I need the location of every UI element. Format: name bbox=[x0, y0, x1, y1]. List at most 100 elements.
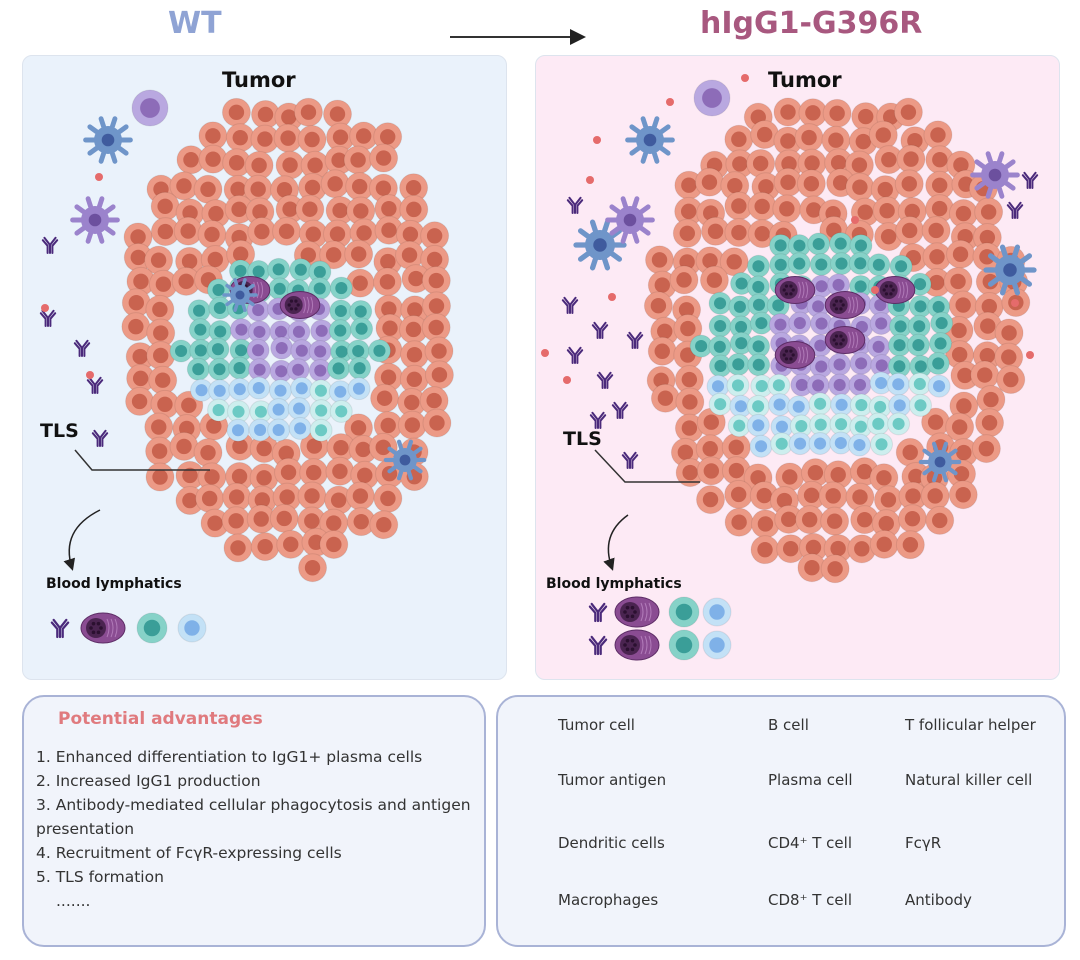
tumor-antigen-icon bbox=[593, 136, 601, 144]
cd8-cell bbox=[347, 377, 371, 401]
tumor-cell bbox=[794, 123, 824, 153]
tumor-cell bbox=[424, 336, 454, 366]
tumor-cell bbox=[821, 125, 851, 155]
tumor-cell bbox=[972, 242, 1002, 272]
cd4-cell bbox=[228, 356, 252, 380]
cd4-cell bbox=[267, 257, 291, 281]
antibody-icon bbox=[596, 371, 614, 389]
cd8-cell bbox=[248, 418, 272, 442]
cd8-cell bbox=[268, 379, 292, 403]
cd4-cell bbox=[929, 331, 953, 355]
cd4-cell bbox=[367, 339, 391, 363]
tumor-cell bbox=[424, 360, 454, 390]
tumor-cell bbox=[145, 294, 175, 324]
b-cell bbox=[810, 312, 834, 336]
cd8-cell bbox=[886, 372, 910, 396]
antibody-icon bbox=[1021, 171, 1039, 189]
advantages-box: Potential advantages 1. Enhanced differe… bbox=[22, 695, 486, 947]
cd4-cell bbox=[906, 333, 930, 357]
antibody-icon bbox=[91, 429, 109, 447]
tfh-cell bbox=[767, 373, 791, 397]
tumor-antigen-icon bbox=[1011, 299, 1019, 307]
cd4-cell bbox=[889, 254, 913, 278]
cd4-cell bbox=[746, 254, 770, 278]
cd4-cell bbox=[708, 314, 732, 338]
advantage-item: 1. Enhanced differentiation to IgG1+ pla… bbox=[36, 748, 423, 766]
tumor-cell bbox=[896, 144, 926, 174]
tumor-cell bbox=[724, 124, 754, 154]
antibody-icon bbox=[73, 339, 91, 357]
cd4-cell bbox=[867, 253, 891, 277]
tumor-cell bbox=[776, 534, 806, 564]
tumor-cell bbox=[699, 265, 729, 295]
cd8-cell bbox=[287, 397, 311, 421]
b-cell bbox=[287, 320, 311, 344]
cd4-cell bbox=[787, 252, 811, 276]
tumor-cell bbox=[126, 266, 156, 296]
legend-label: Dendritic cells bbox=[558, 834, 665, 852]
cd4-cell bbox=[350, 317, 374, 341]
cd8-cell bbox=[267, 418, 291, 442]
cd4-cell bbox=[730, 272, 754, 296]
tumor-cell bbox=[773, 167, 803, 197]
tumor-cell bbox=[224, 194, 254, 224]
antibody-icon bbox=[561, 296, 579, 314]
tumor-cell bbox=[344, 239, 374, 269]
plasma-cell bbox=[774, 276, 816, 304]
advantage-item: 5. TLS formation bbox=[36, 868, 164, 886]
tumor-cell bbox=[198, 144, 228, 174]
antibody-icon bbox=[611, 401, 629, 419]
cd4-cell bbox=[349, 299, 373, 323]
tumor-cell bbox=[300, 150, 330, 180]
tumor-cell bbox=[674, 365, 704, 395]
antibody-icon bbox=[591, 321, 609, 339]
tumor-cell bbox=[348, 434, 378, 464]
tumor-cell bbox=[772, 194, 802, 224]
tumor-cell bbox=[397, 410, 427, 440]
tumor-cell bbox=[295, 194, 325, 224]
tumor-antigen-icon bbox=[741, 74, 749, 82]
tumor-cell bbox=[923, 120, 953, 150]
tumor-cell bbox=[150, 389, 180, 419]
tumor-cell bbox=[223, 174, 253, 204]
cd8-cell bbox=[888, 393, 912, 417]
tumor-antigen-icon bbox=[86, 371, 94, 379]
tumor-cell bbox=[322, 99, 352, 129]
tfh-cell bbox=[908, 372, 932, 396]
tumor-cell bbox=[822, 98, 852, 128]
tumor-cell bbox=[273, 123, 303, 153]
cd8-cell bbox=[808, 432, 832, 456]
tfh-cell bbox=[227, 400, 251, 424]
cd4-t-cell bbox=[668, 596, 700, 628]
tumor-cell bbox=[247, 216, 277, 246]
tumor-cell bbox=[945, 412, 975, 442]
antibody-icon bbox=[50, 618, 70, 639]
b-cell bbox=[806, 373, 830, 397]
legend-label: FcγR bbox=[905, 834, 942, 852]
tumor-cell bbox=[346, 196, 376, 226]
tumor-cell bbox=[850, 505, 880, 535]
antibody-icon bbox=[566, 196, 584, 214]
tumor-cell bbox=[647, 336, 677, 366]
plasma-cell-icon bbox=[614, 629, 660, 661]
dendritic-cell bbox=[383, 439, 427, 481]
tumor-cell bbox=[747, 219, 777, 249]
tumor-cell bbox=[223, 533, 253, 563]
dendritic-cell bbox=[625, 116, 675, 164]
cd4-cell bbox=[708, 291, 732, 315]
cd8-cell bbox=[847, 433, 871, 457]
tumor-cell bbox=[319, 240, 349, 270]
cd4-cell bbox=[329, 299, 353, 323]
plasma-cell bbox=[279, 291, 321, 319]
cd8-cell bbox=[328, 380, 352, 404]
tumor-cell bbox=[721, 456, 751, 486]
legend-label: Antibody bbox=[905, 891, 972, 909]
tumor-cell bbox=[948, 480, 978, 510]
tumor-cell bbox=[298, 553, 328, 583]
tumor-cell bbox=[747, 191, 777, 221]
tumor-cell bbox=[645, 245, 675, 275]
tfh-cell bbox=[868, 395, 892, 419]
tumor-cell bbox=[171, 266, 201, 296]
legend-label: B cell bbox=[768, 716, 809, 734]
cd4-cell bbox=[747, 353, 771, 377]
